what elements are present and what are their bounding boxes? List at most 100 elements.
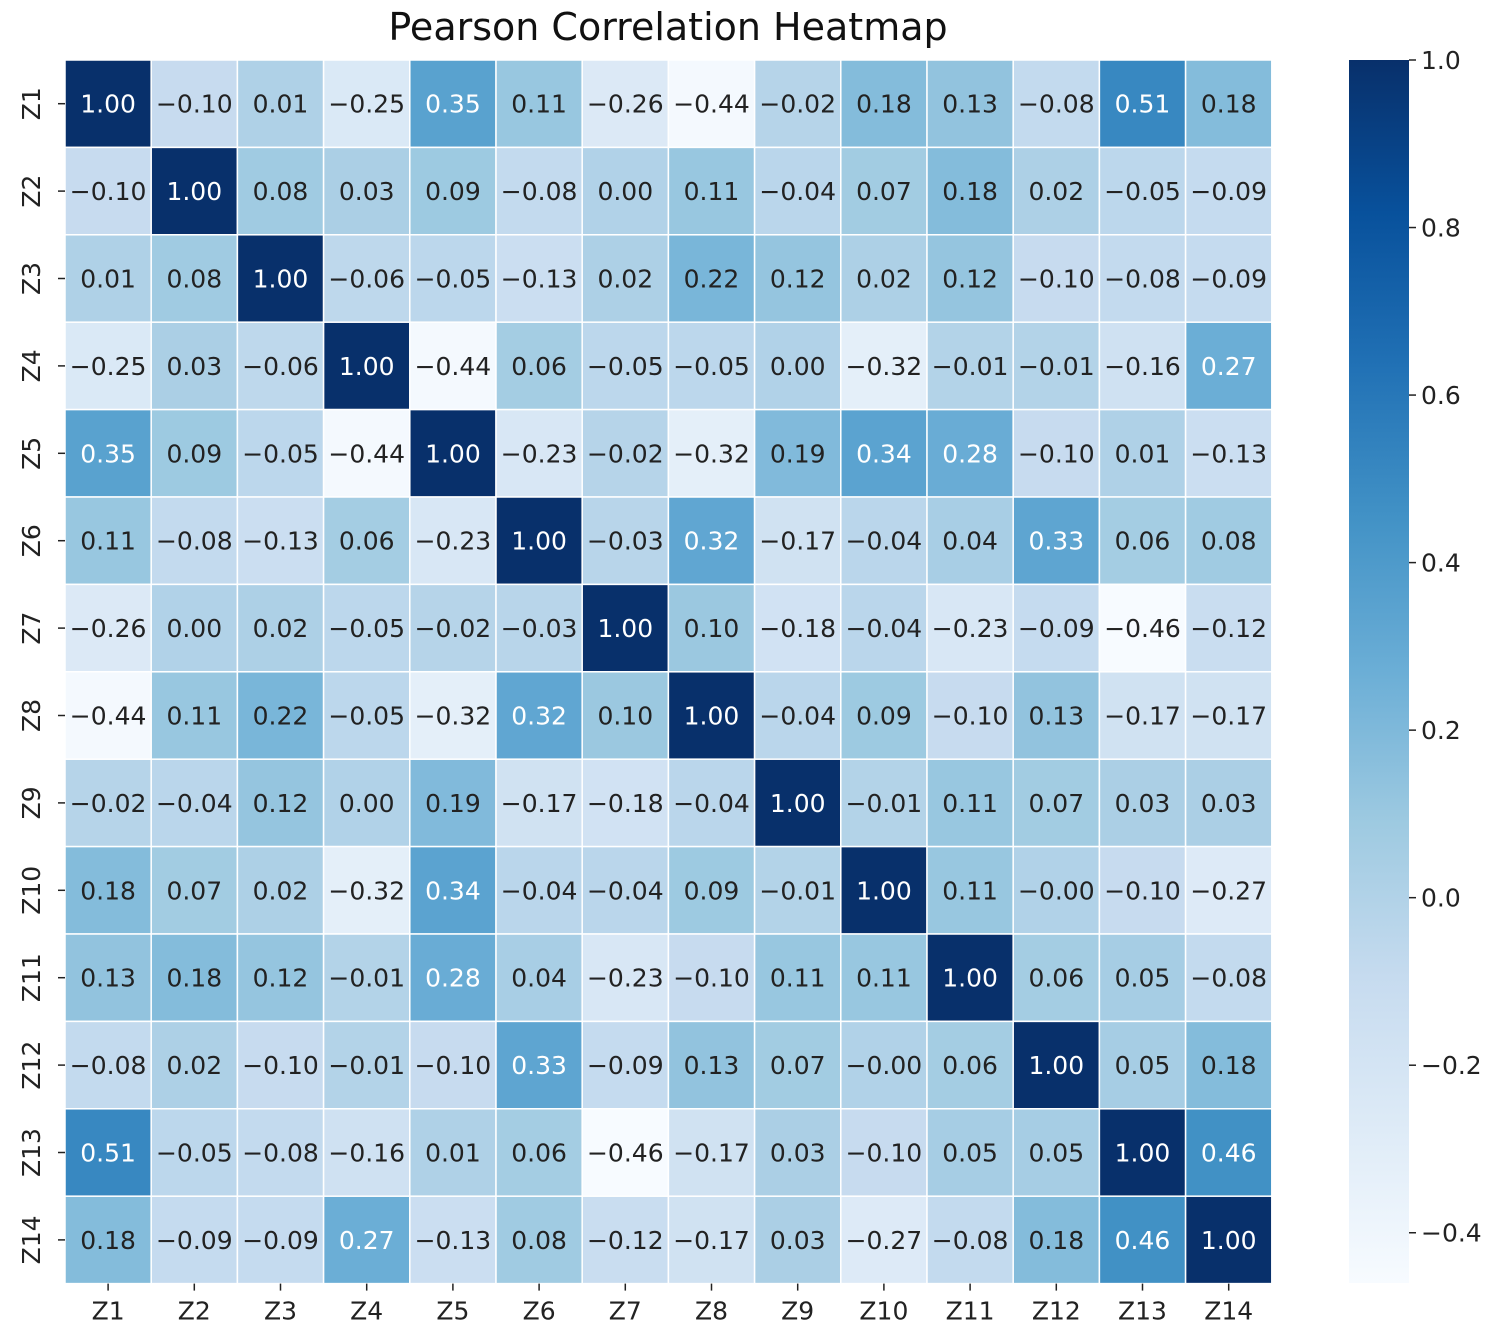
cell-value-label: −0.03 — [587, 527, 664, 556]
cell-value-label: 0.01 — [1115, 439, 1171, 468]
y-tick-label: Z9 — [17, 786, 46, 819]
cell-value-label: 0.06 — [1028, 964, 1084, 993]
heatmap-cell — [926, 758, 1014, 848]
cell-value-label: −0.04 — [673, 789, 750, 818]
colorbar-tick-label: 1.0 — [1421, 46, 1461, 75]
cell-value-label: 0.02 — [166, 1051, 222, 1080]
cell-value-label: 0.08 — [253, 177, 309, 206]
heatmap-cell — [753, 933, 842, 1023]
x-tick-label: Z14 — [1204, 1297, 1253, 1326]
y-tick-label: Z13 — [17, 1128, 46, 1177]
cell-value-label: −0.09 — [1190, 177, 1267, 206]
colorbar-tick-label: −0.2 — [1421, 1051, 1482, 1080]
heatmap-cell — [753, 671, 842, 760]
cell-value-label: 0.06 — [339, 527, 395, 556]
heatmap-cell — [926, 146, 1014, 236]
cell-value-label: −0.10 — [1018, 265, 1095, 294]
cell-value-label: 0.03 — [166, 352, 222, 381]
colorbar-tick-label: 0.6 — [1421, 381, 1461, 410]
heatmap-cell — [581, 671, 670, 760]
x-tick-label: Z5 — [436, 1297, 469, 1326]
heatmap-cell — [150, 845, 239, 935]
y-tick-label: Z1 — [17, 87, 46, 120]
cell-value-label: −0.08 — [501, 177, 578, 206]
cell-value-label: 0.07 — [166, 876, 222, 905]
heatmap-cell — [1012, 321, 1101, 411]
colorbar-tick-label: 0.8 — [1421, 214, 1461, 243]
cell-value-label: −0.10 — [1104, 876, 1181, 905]
cell-value-label: −0.25 — [328, 90, 405, 119]
heatmap-cell — [236, 59, 325, 149]
cell-value-label: 0.32 — [684, 527, 740, 556]
cell-value-label: 1.00 — [942, 964, 998, 993]
cell-value-label: 0.33 — [1028, 527, 1084, 556]
heatmap-cell — [1098, 1020, 1187, 1110]
cell-value-label: −0.01 — [1018, 352, 1095, 381]
heatmap-cell — [1098, 321, 1187, 411]
x-axis: Z1 Z2 Z3 Z4 Z5 Z6 Z7 Z8 Z9 Z10 Z11 Z12 Z13 Z14 — [92, 1283, 1253, 1326]
cell-value-label: 0.03 — [1115, 789, 1171, 818]
heatmap-cell — [495, 321, 583, 411]
cell-value-label: 0.13 — [942, 90, 998, 119]
cell-value-label: 1.00 — [684, 702, 740, 731]
heatmap-cell — [150, 671, 239, 760]
cell-value-label: −0.01 — [328, 1051, 405, 1080]
cell-value-label: 0.08 — [166, 265, 222, 294]
cell-value-label: 1.00 — [339, 352, 395, 381]
cell-value-label: 0.07 — [856, 177, 912, 206]
cell-value-label: 0.32 — [511, 702, 567, 731]
heatmap-cell — [753, 1195, 842, 1285]
cell-value-label: 1.00 — [1115, 1139, 1171, 1168]
cell-value-label: 0.11 — [684, 177, 740, 206]
x-tick-label: Z12 — [1032, 1297, 1081, 1326]
cell-value-label: 0.18 — [80, 1226, 136, 1255]
cell-value-label: 0.28 — [425, 964, 481, 993]
heatmap-cell — [409, 496, 497, 586]
cell-value-label: −0.16 — [328, 1139, 405, 1168]
cell-value-label: −0.13 — [1190, 439, 1267, 468]
heatmap-cell — [1012, 408, 1101, 498]
heatmap-cell — [495, 758, 583, 848]
heatmap-cell — [322, 146, 411, 236]
cell-value-label: 0.05 — [1115, 964, 1171, 993]
cell-value-label: 0.13 — [684, 1051, 740, 1080]
cell-value-label: 0.11 — [770, 964, 826, 993]
heatmap-cell — [1012, 496, 1101, 586]
heatmap-cell — [753, 1020, 842, 1110]
cell-value-label: −0.27 — [846, 1226, 923, 1255]
x-tick-label: Z10 — [859, 1297, 908, 1326]
cell-value-label: −0.13 — [501, 265, 578, 294]
cell-value-label: −0.46 — [587, 1139, 664, 1168]
heatmap-cell — [1098, 583, 1187, 673]
heatmap-cell — [1012, 1020, 1101, 1110]
cell-value-label: −0.17 — [759, 527, 836, 556]
heatmap-cell — [581, 1195, 670, 1285]
y-tick-label: Z11 — [17, 953, 46, 1002]
cell-value-label: 0.33 — [511, 1051, 567, 1080]
heatmap-cell — [236, 933, 325, 1023]
cell-value-label: −0.08 — [156, 527, 233, 556]
cell-value-label: 0.46 — [1201, 1139, 1257, 1168]
heatmap-cell — [1184, 408, 1273, 498]
heatmap-cell — [409, 408, 497, 498]
y-tick-label: Z8 — [17, 699, 46, 732]
heatmap-cell — [1184, 234, 1273, 323]
cell-value-label: −0.13 — [242, 527, 319, 556]
heatmap-cell — [753, 758, 842, 848]
cell-value-label: −0.46 — [1104, 614, 1181, 643]
y-tick-label: Z5 — [17, 437, 46, 470]
colorbar-tick-label: 0.2 — [1421, 716, 1461, 745]
chart-title: Pearson Correlation Heatmap — [388, 5, 947, 49]
cell-value-label: 0.11 — [942, 789, 998, 818]
heatmap-cell — [926, 234, 1014, 323]
heatmap-cell — [1184, 496, 1273, 586]
heatmap-cell — [64, 234, 152, 323]
cell-value-label: 0.13 — [80, 964, 136, 993]
heatmap-cell — [581, 1020, 670, 1110]
cell-value-label: −0.05 — [587, 352, 664, 381]
cell-value-label: −0.17 — [1190, 702, 1267, 731]
x-tick-label: Z7 — [609, 1297, 642, 1326]
cell-value-label: 1.00 — [1201, 1226, 1257, 1255]
heatmap-cell — [236, 146, 325, 236]
cell-value-label: 0.03 — [1201, 789, 1257, 818]
